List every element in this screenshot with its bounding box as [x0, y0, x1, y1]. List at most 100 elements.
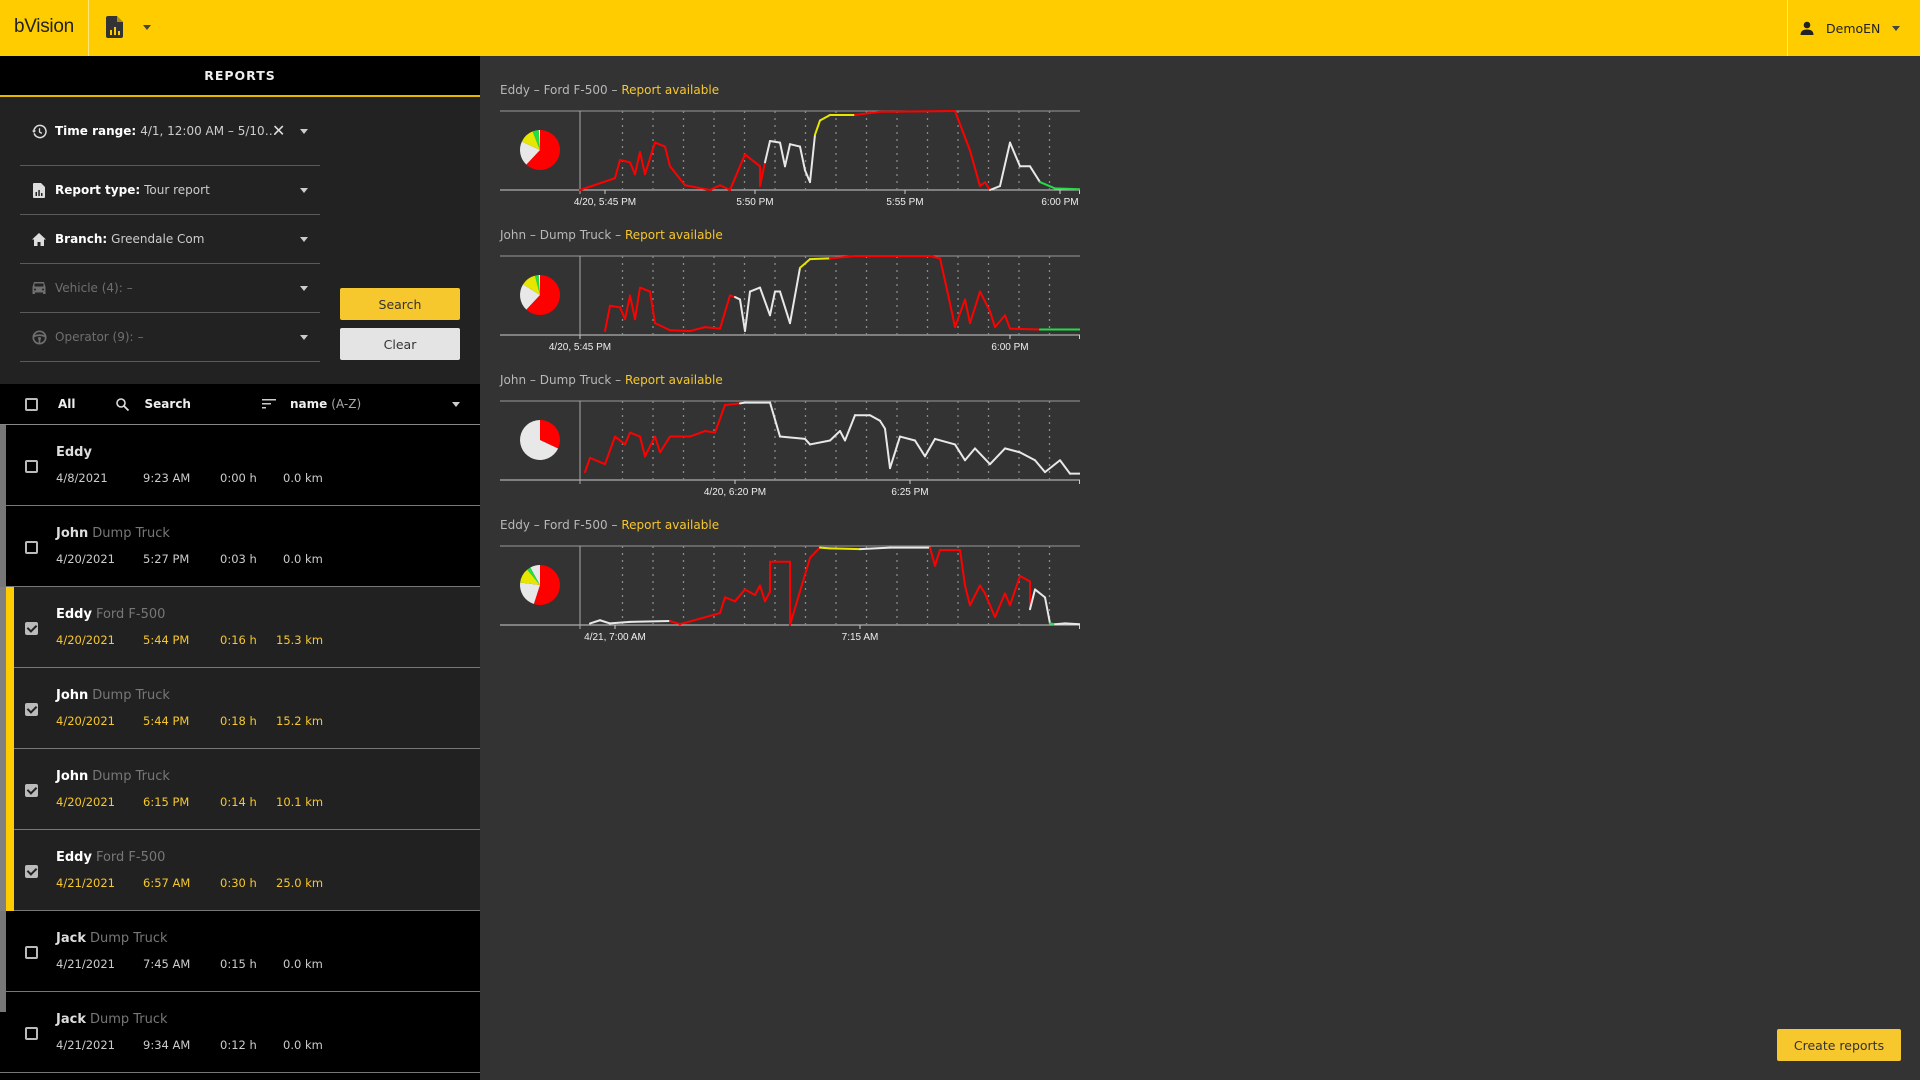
pie-slice — [520, 420, 559, 460]
chart-card: Eddy – Ford F-500 – Report available 4/2… — [500, 83, 1080, 223]
row-duration: 0:14 h — [220, 795, 257, 809]
pie-slice — [538, 275, 540, 295]
chart-vehicle: Ford F-500 — [543, 518, 608, 532]
row-time: 9:34 AM — [143, 1038, 191, 1052]
sort-order: (A-Z) — [331, 397, 362, 411]
list-toolbar: All Search name (A-Z) — [0, 384, 480, 425]
row-title: John Dump Truck — [56, 526, 170, 541]
pie-slice — [526, 130, 560, 170]
chart-vehicle: Dump Truck — [539, 373, 612, 387]
filter-branch[interactable]: Branch: Greendale Com — [20, 215, 320, 264]
report-chart-icon — [106, 16, 123, 38]
list-item[interactable]: Jack Dump Truck 4/21/2021 7:45 AM 0:15 h … — [0, 911, 480, 992]
speed-chart: 4/20, 5:45 PM 6:00 PM — [500, 255, 1080, 353]
pie-slice — [520, 284, 540, 310]
row-checkbox[interactable] — [25, 784, 38, 797]
clear-button[interactable]: Clear — [340, 328, 460, 360]
selection-indicator — [0, 587, 14, 668]
list-item[interactable]: John Dump Truck 4/20/2021 5:44 PM 0:18 h … — [0, 668, 480, 749]
row-checkbox[interactable] — [25, 541, 38, 554]
pie-slice — [520, 569, 540, 585]
app-logo: bVision — [14, 16, 74, 37]
scroll-indicator — [0, 992, 6, 1012]
row-checkbox[interactable] — [25, 1027, 38, 1040]
history-icon — [29, 124, 49, 139]
svg-text:4/20, 5:45 PM: 4/20, 5:45 PM — [574, 197, 636, 208]
chart-card: John – Dump Truck – Report available 4/2… — [500, 228, 1080, 368]
operator-name: John — [56, 526, 89, 541]
scroll-indicator — [0, 425, 6, 506]
pie-slice — [533, 565, 560, 605]
list-search-button[interactable]: Search — [115, 397, 191, 411]
row-date: 4/21/2021 — [56, 957, 115, 971]
selection-indicator — [0, 668, 14, 749]
chevron-down-icon[interactable] — [300, 129, 308, 134]
report-module-menu[interactable] — [100, 14, 160, 42]
filter-value: Greendale Com — [111, 232, 205, 246]
row-date: 4/21/2021 — [56, 1038, 115, 1052]
pie-slice — [523, 275, 540, 295]
chevron-down-icon[interactable] — [300, 286, 308, 291]
sort-icon — [261, 399, 276, 409]
search-icon — [115, 397, 129, 411]
pie-slice — [538, 130, 540, 150]
row-distance: 15.2 km — [276, 714, 324, 728]
chevron-down-icon[interactable] — [300, 237, 308, 242]
report-icon — [29, 182, 49, 198]
row-date: 4/20/2021 — [56, 552, 115, 566]
sort-select[interactable]: name (A-Z) — [261, 397, 460, 411]
speed-chart: 4/20, 5:45 PM 5:50 PM 5:55 PM 6:00 PM — [500, 110, 1080, 208]
filter-value: – — [126, 281, 133, 295]
title-separator: – — [526, 228, 540, 242]
filter-operator[interactable]: Operator (9): – — [20, 313, 320, 362]
selection-indicator — [0, 749, 14, 830]
row-time: 5:44 PM — [143, 714, 190, 728]
report-available-link[interactable]: Report available — [621, 83, 720, 97]
chart-title: John – Dump Truck – Report available — [500, 373, 723, 387]
row-date: 4/8/2021 — [56, 471, 108, 485]
filter-value: Tour report — [144, 183, 210, 197]
clear-icon[interactable]: ✕ — [272, 121, 286, 140]
chart-operator: John — [500, 373, 527, 387]
pie-slice — [527, 567, 540, 585]
sidebar-title: REPORTS — [0, 56, 480, 97]
row-checkbox[interactable] — [25, 865, 38, 878]
report-available-link[interactable]: Report available — [625, 228, 723, 242]
list-item[interactable]: John Dump Truck 4/20/2021 6:15 PM 0:14 h … — [0, 749, 480, 830]
filter-label: Report type: — [55, 183, 141, 197]
row-duration: 0:18 h — [220, 714, 257, 728]
create-reports-button[interactable]: Create reports — [1777, 1029, 1901, 1061]
filter-vehicle[interactable]: Vehicle (4): – — [20, 264, 320, 313]
row-title: Eddy Ford F-500 — [56, 850, 165, 865]
filter-report-type[interactable]: Report type: Tour report — [20, 166, 320, 215]
list-item[interactable]: Eddy 4/8/2021 9:23 AM 0:00 h 0.0 km — [0, 425, 480, 506]
app-header: bVision DemoEN — [0, 0, 1920, 56]
row-checkbox[interactable] — [25, 946, 38, 959]
chart-operator: Eddy — [500, 518, 530, 532]
row-time: 6:57 AM — [143, 876, 191, 890]
report-available-link[interactable]: Report available — [625, 373, 723, 387]
list-item[interactable]: Eddy Ford F-500 4/20/2021 5:44 PM 0:16 h … — [0, 587, 480, 668]
filter-time-range[interactable]: Time range: 4/1, 12:00 AM – 5/10, 1… ✕ — [20, 97, 320, 166]
chart-title: Eddy – Ford F-500 – Report available — [500, 518, 719, 532]
sort-field: name — [289, 397, 328, 411]
row-title: John Dump Truck — [56, 688, 170, 703]
filter-panel: Time range: 4/1, 12:00 AM – 5/10, 1… ✕ R… — [0, 97, 480, 384]
list-item[interactable]: Eddy Ford F-500 4/21/2021 6:57 AM 0:30 h … — [0, 830, 480, 911]
chart-vehicle: Dump Truck — [539, 228, 612, 242]
chevron-down-icon[interactable] — [300, 335, 308, 340]
list-item[interactable]: Jack Dump Truck 4/21/2021 9:34 AM 0:12 h … — [0, 992, 480, 1073]
chart-vehicle: Ford F-500 — [543, 83, 608, 97]
operator-name: John — [56, 688, 89, 703]
search-button[interactable]: Search — [340, 288, 460, 320]
list-item[interactable]: John Dump Truck 4/20/2021 5:27 PM 0:03 h … — [0, 506, 480, 587]
row-checkbox[interactable] — [25, 703, 38, 716]
row-checkbox[interactable] — [25, 460, 38, 473]
select-all-checkbox[interactable] — [25, 397, 38, 411]
chevron-down-icon[interactable] — [300, 188, 308, 193]
speed-chart: 4/21, 7:00 AM 7:15 AM — [500, 545, 1080, 643]
row-checkbox[interactable] — [25, 622, 38, 635]
speed-chart: 4/20, 6:20 PM 6:25 PM — [500, 400, 1080, 498]
user-menu[interactable]: DemoEN — [1800, 16, 1901, 40]
report-available-link[interactable]: Report available — [621, 518, 720, 532]
